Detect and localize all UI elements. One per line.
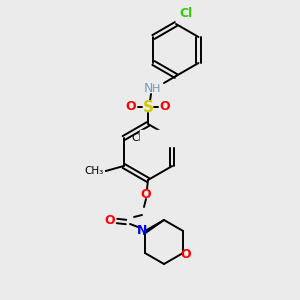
Text: O: O [105, 214, 115, 226]
Text: O: O [181, 248, 191, 260]
Text: N: N [143, 82, 153, 95]
Text: CH₃: CH₃ [85, 166, 104, 176]
Text: O: O [160, 100, 170, 113]
Text: CH₃: CH₃ [131, 133, 150, 143]
Text: N: N [137, 224, 147, 236]
Text: O: O [126, 100, 136, 113]
Text: S: S [142, 100, 154, 115]
Text: H: H [152, 84, 160, 94]
Text: O: O [141, 188, 151, 200]
Text: Cl: Cl [179, 7, 192, 20]
